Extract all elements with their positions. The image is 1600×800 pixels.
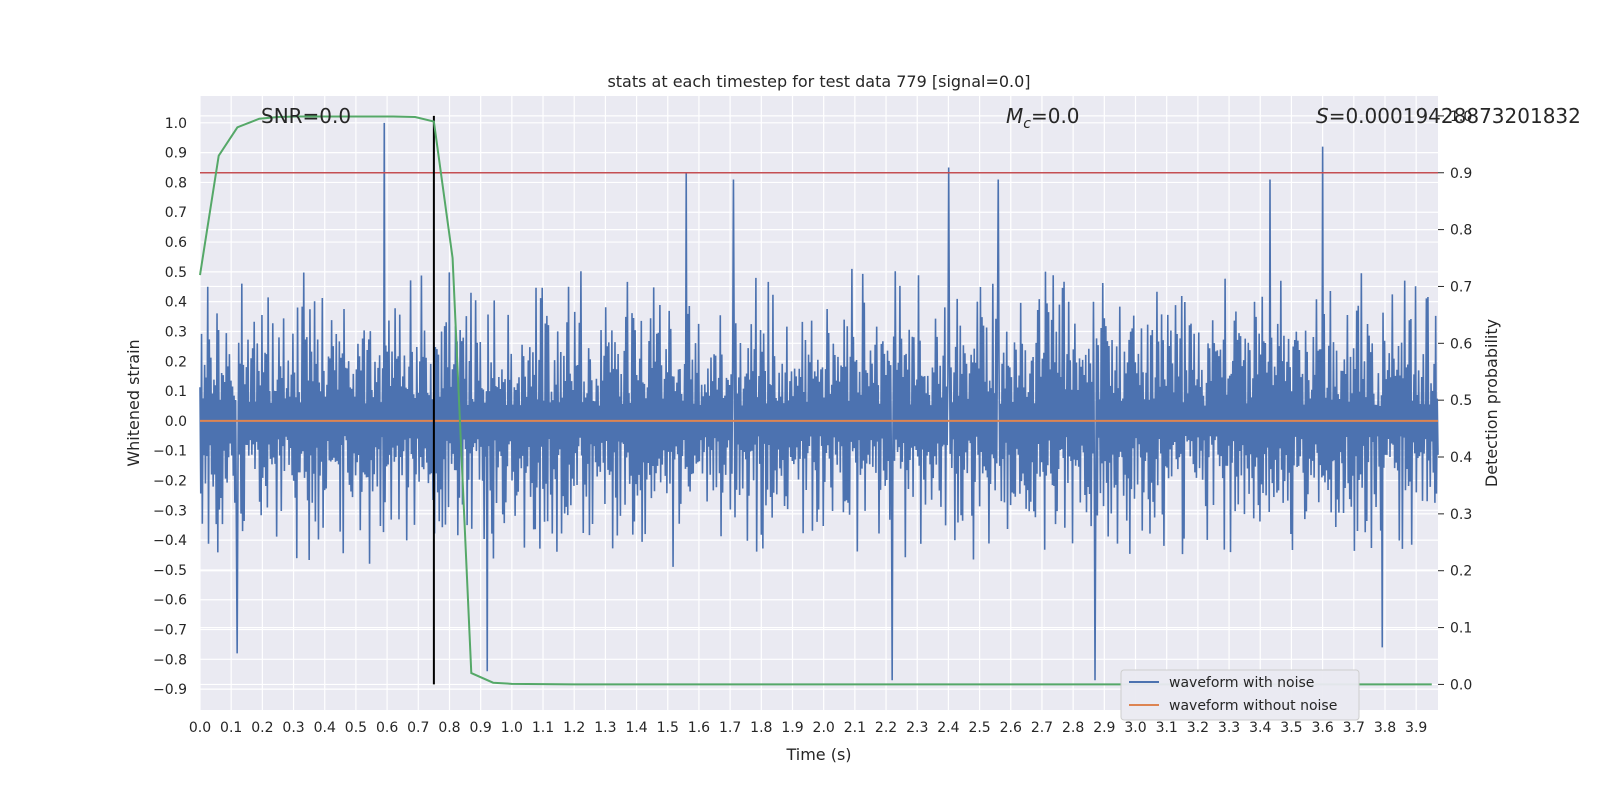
x-tick-label: 1.6 [688, 720, 710, 736]
x-tick-label: 2.1 [844, 720, 866, 736]
x-tick-label: 2.3 [906, 720, 928, 736]
x-tick-label: 2.7 [1031, 720, 1053, 736]
x-tick-label: 2.6 [1000, 720, 1022, 736]
x-tick-label: 3.6 [1311, 720, 1333, 736]
x-tick-label: 2.8 [1062, 720, 1084, 736]
y2-tick-label: 0.3 [1450, 507, 1472, 523]
x-tick-label: 1.4 [625, 720, 647, 736]
x-tick-label: 3.4 [1249, 720, 1271, 736]
x-tick-label: 1.5 [657, 720, 679, 736]
x-tick-label: 2.0 [813, 720, 835, 736]
y2-axis-ticks: 1.0 0.9 0.8 0.7 0.6 0.5 0.4 0.3 0.2 0.1 0.0 [1438, 109, 1472, 693]
detection-probability-line [199, 115, 1432, 686]
x-tick-label: 1.1 [532, 720, 554, 736]
y2-tick-label: 0.8 [1450, 223, 1472, 239]
snr-annotation: SNR=0.0 [261, 104, 351, 128]
x-tick-label: 0.8 [438, 720, 460, 736]
mc-symbol: M [1006, 104, 1023, 128]
x-tick-label: 0.9 [470, 720, 492, 736]
s-symbol: S [1316, 104, 1329, 128]
y-tick-label: 0.4 [165, 295, 187, 311]
y-axis-ticks: 1.0 0.9 0.8 0.7 0.6 0.5 0.4 0.3 0.2 0.1 0.0 −0.1 −0.… [153, 116, 187, 698]
y-tick-label: 0.6 [165, 235, 187, 251]
mc-subscript: c [1023, 116, 1031, 132]
x-tick-label: 0.6 [376, 720, 398, 736]
legend-entry-noisy: waveform with noise [1169, 675, 1314, 691]
y2-tick-label: 0.1 [1450, 621, 1472, 637]
y-tick-label: −0.2 [153, 473, 187, 489]
noisy-waveform-line [199, 122, 1439, 681]
y-tick-label: 0.0 [165, 414, 187, 430]
x-tick-label: 2.2 [875, 720, 897, 736]
x-tick-label: 2.9 [1093, 720, 1115, 736]
x-tick-label: 1.3 [594, 720, 616, 736]
y-tick-label: 0.5 [165, 265, 187, 281]
x-tick-label: 2.4 [937, 720, 959, 736]
y-tick-label: −0.9 [153, 682, 187, 698]
y-tick-label: −0.3 [153, 503, 187, 519]
x-tick-label: 1.0 [501, 720, 523, 736]
y-tick-label: −0.7 [153, 623, 187, 639]
x-tick-label: 1.9 [781, 720, 803, 736]
chirp-mass-annotation: Mc=0.0 [1006, 104, 1080, 132]
x-tick-label: 0.1 [220, 720, 242, 736]
x-tick-label: 0.0 [189, 720, 211, 736]
y-tick-label: 0.1 [165, 384, 187, 400]
s-value: =0.00019428873201832 [1329, 104, 1581, 128]
x-tick-label: 3.9 [1405, 720, 1427, 736]
x-tick-label: 3.5 [1280, 720, 1302, 736]
y2-axis-label: Detection probability [1482, 319, 1501, 487]
y2-tick-label: 0.4 [1450, 450, 1472, 466]
y-tick-label: −0.8 [153, 652, 187, 668]
x-tick-label: 0.2 [251, 720, 273, 736]
y-tick-label: 0.2 [165, 354, 187, 370]
legend-box [1120, 669, 1360, 721]
y-tick-label: −0.6 [153, 593, 187, 609]
x-tick-label: 3.1 [1156, 720, 1178, 736]
x-tick-label: 3.7 [1343, 720, 1365, 736]
y-tick-label: −0.1 [153, 444, 187, 460]
x-tick-label: 1.8 [750, 720, 772, 736]
x-tick-label: 3.0 [1124, 720, 1146, 736]
x-tick-label: 3.8 [1374, 720, 1396, 736]
y2-tick-label: 1.0 [1450, 109, 1472, 125]
y-tick-label: 0.8 [165, 175, 187, 191]
x-tick-label: 2.5 [968, 720, 990, 736]
y2-tick-label: 0.9 [1450, 166, 1472, 182]
x-tick-label: 0.3 [282, 720, 304, 736]
x-axis-label: Time (s) [785, 745, 851, 764]
series-waveform-with-noise [199, 122, 1439, 681]
legend-entry-clean: waveform without noise [1169, 698, 1337, 714]
y-tick-label: −0.5 [153, 563, 187, 579]
x-tick-label: 0.7 [407, 720, 429, 736]
y-tick-label: 0.9 [165, 146, 187, 162]
x-tick-label: 1.2 [563, 720, 585, 736]
x-tick-label: 0.4 [314, 720, 336, 736]
y2-tick-label: 0.5 [1450, 393, 1472, 409]
y2-tick-label: 0.0 [1450, 677, 1472, 693]
y-tick-label: 0.7 [165, 205, 187, 221]
x-tick-label: 0.5 [345, 720, 367, 736]
chart-title: stats at each timestep for test data 779… [607, 72, 1030, 91]
y2-tick-label: 0.6 [1450, 336, 1472, 352]
x-tick-label: 1.7 [719, 720, 741, 736]
legend: waveform with noise waveform without noi… [1120, 669, 1360, 721]
x-axis-ticks: 0.0 0.1 0.2 0.3 0.4 0.5 0.6 0.7 0.8 0.9 1.0 1.1 1.2 1… [189, 720, 1427, 736]
y-axis-label: Whitened strain [124, 339, 143, 466]
mc-value: =0.0 [1031, 104, 1080, 128]
x-tick-label: 3.3 [1218, 720, 1240, 736]
y-tick-label: 1.0 [165, 116, 187, 132]
y-tick-label: 0.3 [165, 324, 187, 340]
series-detection-probability [199, 115, 1432, 686]
s-annotation: S=0.00019428873201832 [1316, 104, 1581, 128]
y2-tick-label: 0.2 [1450, 564, 1472, 580]
y-tick-label: −0.4 [153, 533, 187, 549]
y2-tick-label: 0.7 [1450, 279, 1472, 295]
x-tick-label: 3.2 [1187, 720, 1209, 736]
